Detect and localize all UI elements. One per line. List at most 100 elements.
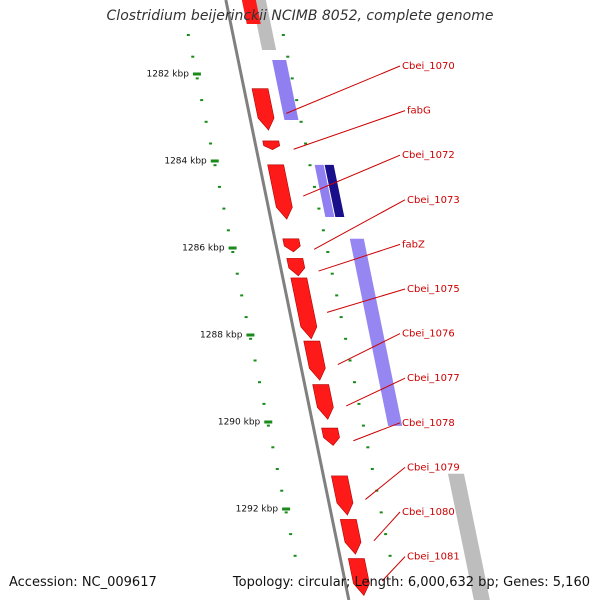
gene-label: fabG: [407, 106, 431, 117]
gene-arrow-cbei_1081: [347, 558, 370, 597]
ruler-dot: [217, 185, 221, 188]
gene-arrow-cbei_1077: [312, 384, 334, 420]
track-dot: [281, 34, 285, 36]
ruler-dot: [266, 424, 270, 427]
gene-leader-line: [373, 511, 401, 542]
gene-leader-line: [337, 333, 401, 366]
cds-arrow-partial: [241, 0, 261, 24]
gene-label: Cbei_1079: [407, 462, 460, 473]
ruler-dot: [226, 229, 230, 232]
gene-leader-line: [353, 422, 401, 442]
track-dot: [344, 337, 348, 340]
gene-arrow-cbei_1076: [303, 340, 326, 381]
ruler-dot: [191, 55, 195, 58]
track-dot: [339, 316, 343, 319]
track-dot: [352, 381, 356, 384]
gene-arrow-cbei_1070: [251, 88, 275, 131]
gene-leader-line: [313, 199, 406, 250]
ruler-dot: [249, 337, 253, 340]
genome-backbone: [224, 0, 351, 600]
ruler-dot: [289, 533, 293, 536]
kbp-tick-mark: [264, 420, 273, 424]
track-dot: [312, 185, 316, 188]
track-dot: [295, 99, 299, 102]
ruler-dot: [204, 120, 208, 123]
kbp-tick-label: 1292 kbp: [236, 505, 279, 515]
ruler-dot: [213, 164, 217, 167]
gene-leader-line: [286, 65, 401, 114]
ruler-dot: [253, 359, 257, 362]
gene-arrow-cbei_1079: [331, 475, 354, 516]
gene-label: Cbei_1076: [402, 329, 455, 340]
kbp-tick-label: 1286 kbp: [182, 244, 225, 254]
kbp-tick-mark: [246, 333, 255, 337]
track-dot: [330, 272, 334, 275]
track-dot: [326, 251, 330, 253]
track-dot: [384, 533, 388, 536]
ruler-dot: [222, 207, 226, 210]
ruler-dot: [186, 34, 190, 36]
track-dot: [317, 207, 321, 210]
gene-leader-line: [381, 556, 406, 582]
kbp-tick-label: 1282 kbp: [147, 70, 190, 80]
ruler-dot: [271, 446, 275, 449]
gene-arrow-fabg: [262, 140, 281, 150]
feature-block: [349, 238, 403, 426]
gene-arrow-fabz: [286, 258, 306, 277]
track-dot: [348, 359, 352, 362]
ruler-dot: [262, 402, 266, 405]
track-dot: [299, 120, 303, 123]
ruler-dot: [244, 316, 248, 319]
track-dot: [290, 77, 294, 80]
gray-feature-block: [447, 473, 490, 600]
kbp-tick-label: 1288 kbp: [200, 331, 243, 341]
gene-label: Cbei_1070: [402, 61, 455, 72]
ruler-dot: [235, 272, 239, 275]
gene-arrow-cbei_1078: [321, 427, 340, 446]
track-dot: [388, 554, 392, 557]
gene-label: Cbei_1078: [402, 418, 455, 429]
ruler-dot: [240, 294, 244, 297]
kbp-tick-label: 1290 kbp: [218, 418, 261, 428]
track-dot: [361, 424, 365, 427]
track-dot: [286, 55, 290, 58]
kbp-tick-mark: [192, 72, 201, 76]
gene-label: Cbei_1077: [407, 373, 460, 384]
gene-arrow-cbei_1080: [339, 519, 362, 555]
ruler-dot: [280, 489, 284, 492]
gene-leader-line: [303, 154, 401, 197]
kbp-tick-mark: [282, 507, 291, 511]
kbp-tick-mark: [228, 246, 237, 250]
track-dot: [335, 294, 339, 297]
kbp-tick-label: 1284 kbp: [164, 157, 207, 167]
ruler-dot: [284, 511, 288, 514]
gene-label: Cbei_1075: [407, 284, 460, 295]
ruler-dot: [231, 251, 235, 253]
gene-label: fabZ: [402, 239, 425, 250]
gene-arrow-cbei_1075: [290, 277, 318, 340]
ruler-dot: [200, 99, 204, 102]
track-dot: [357, 402, 361, 405]
ruler-dot: [209, 142, 213, 145]
feature-block-dark: [324, 164, 345, 218]
ruler-dot: [195, 77, 199, 80]
gene-leader-line: [346, 377, 406, 407]
gene-arrow-cbei_1073: [282, 238, 301, 253]
track-dot: [379, 511, 383, 514]
ruler-dot: [257, 381, 261, 384]
track-dot: [321, 229, 325, 232]
ruler-dot: [293, 554, 297, 557]
track-dot: [370, 468, 374, 470]
genome-summary-text: Topology: circular; Length: 6,000,632 bp…: [232, 575, 590, 590]
feature-block: [272, 60, 299, 120]
track-dot: [304, 142, 308, 145]
gene-label: Cbei_1073: [407, 195, 460, 206]
gene-leader-line: [365, 467, 406, 500]
genome-title: Clostridium beijerinckii NCIMB 8052, com…: [106, 8, 494, 24]
accession-text: Accession: NC_009617: [9, 575, 157, 590]
ruler-dot: [275, 468, 279, 470]
gene-label: Cbei_1072: [402, 150, 455, 161]
gene-leader-line: [326, 288, 406, 313]
gene-leader-line: [318, 243, 401, 272]
track-dot: [308, 164, 312, 167]
